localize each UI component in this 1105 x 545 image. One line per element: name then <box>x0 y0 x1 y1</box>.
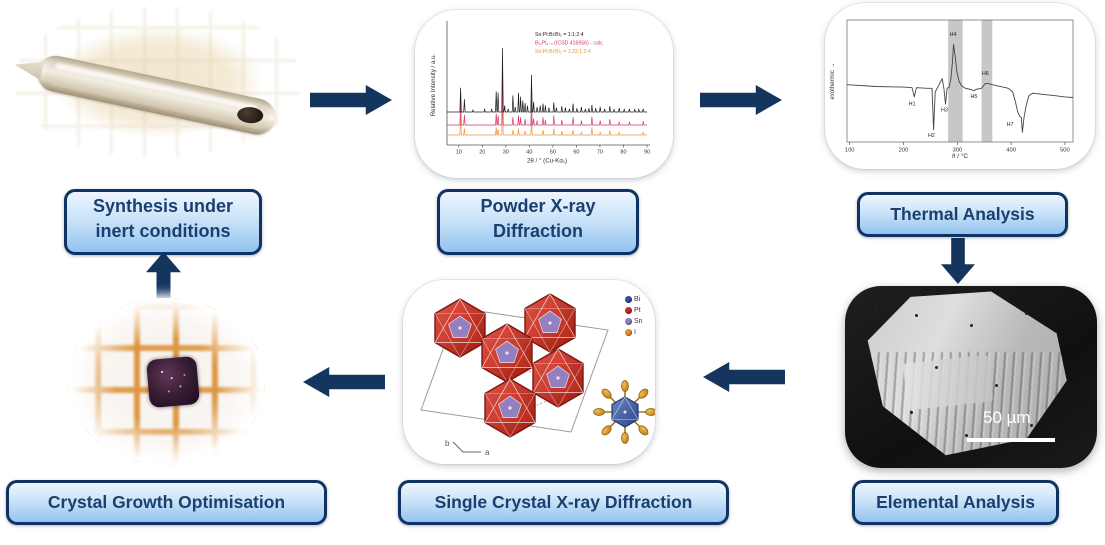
flow-arrow-pxrd-to-thermal <box>700 85 782 115</box>
axis-a-label: a <box>485 448 490 457</box>
structure-legend-row: I <box>625 327 643 338</box>
growth-label-box: Crystal Growth Optimisation <box>6 480 327 525</box>
structure-legend-row: Bi <box>625 294 643 305</box>
pxrd-tick-label: 80 <box>620 150 626 156</box>
dsc-tick-label: 500 <box>1060 148 1070 154</box>
label-line: Thermal Analysis <box>890 204 1035 224</box>
pxrd-xaxis-label: 2θ / ° (Cu-Kα₁) <box>527 158 567 165</box>
flow-arrow-elemental-to-scxrd <box>703 362 785 392</box>
axis-marker: b a <box>445 439 490 457</box>
pxrd-trace-calculated <box>447 64 647 126</box>
atom-label: I <box>634 329 636 336</box>
pxrd-tick-label: 20 <box>479 150 485 156</box>
flow-arrow-scxrd-to-growth <box>303 367 385 397</box>
label-line: Single Crystal X-ray Diffraction <box>434 492 693 512</box>
dsc-xaxis-label: ϑ / °C <box>952 152 969 160</box>
dsc-tick-label: 200 <box>899 148 909 154</box>
pxrd-legend-entry: Bi₂Pt₁₋ₓ (ICSD 416956) - calc. <box>535 41 604 47</box>
dsc-peak-label: H4 <box>950 32 957 38</box>
sem-scale-bar <box>967 438 1055 442</box>
dsc-tick-label: 100 <box>845 148 855 154</box>
pxrd-label-box: Powder X-ray Diffraction <box>437 189 639 255</box>
dsc-peak-label: H3 <box>941 108 948 114</box>
atom-color-dot <box>625 307 632 314</box>
photo-vignette <box>68 298 265 465</box>
synthesis-photo <box>8 0 308 172</box>
dsc-peak-label: H1 <box>909 101 916 107</box>
crystal-photo <box>68 298 265 465</box>
flow-arrow-growth-to-synthesis <box>146 252 181 299</box>
thermal-chart-card: 100 200 300 400 500 H1 H2 H3 H4 H5 H6 H7 ϑ / °C exoth… <box>825 3 1095 169</box>
crystal-structure-card: b a Bi Pt Sn I <box>403 280 657 464</box>
pxrd-yaxis-label: Relative Intensity / a.u. <box>430 53 437 116</box>
structure-legend: Bi Pt Sn I <box>625 294 643 338</box>
dsc-shaded-band <box>981 20 993 142</box>
dsc-peak-label: H5 <box>971 94 978 100</box>
label-line: Crystal Growth Optimisation <box>47 492 286 512</box>
label-line: Diffraction <box>493 221 583 241</box>
thermal-label-box: Thermal Analysis <box>857 192 1068 237</box>
pxrd-chart-card: 10 20 30 40 50 60 70 80 90 Sn:Pt:Bi:Bi₂ = 1:1:2:4… <box>415 10 673 178</box>
sem-specks <box>875 306 878 309</box>
atom-label: Pt <box>634 307 641 314</box>
sem-scale-label: 50 µm <box>983 408 1031 427</box>
label-line: Synthesis under <box>92 196 234 216</box>
pxrd-tick-label: 50 <box>550 150 556 156</box>
dsc-plot: 100 200 300 400 500 H1 H2 H3 H4 H5 H6 H7 ϑ / °C exoth… <box>830 19 1074 160</box>
label-line: Elemental Analysis <box>876 492 1035 512</box>
pxrd-plot: 10 20 30 40 50 60 70 80 90 Sn:Pt:Bi:Bi₂ = 1:1:2:4… <box>430 21 650 165</box>
dsc-peak-label: H2 <box>928 133 935 139</box>
synthesis-label-box: Synthesis under inert conditions <box>64 189 262 255</box>
atom-color-dot <box>625 318 632 325</box>
dsc-yaxis-label: exothermic → <box>830 62 836 99</box>
structure-legend-row: Pt <box>625 305 643 316</box>
coordination-cluster <box>593 380 657 444</box>
dsc-tick-label: 400 <box>1006 148 1016 154</box>
scxrd-label-box: Single Crystal X-ray Diffraction <box>398 480 729 525</box>
atom-label: Bi <box>634 296 641 303</box>
dsc-curve <box>846 43 1074 133</box>
atom-color-dot <box>625 329 632 336</box>
pxrd-tick-label: 90 <box>644 150 650 156</box>
elemental-label-box: Elemental Analysis <box>852 480 1059 525</box>
sem-facet <box>903 354 994 411</box>
dsc-peak-label: H7 <box>1007 122 1014 128</box>
dsc-shaded-band <box>948 20 963 142</box>
pxrd-tick-label: 30 <box>503 150 509 156</box>
crystal-structure-graphic: b a <box>420 293 657 457</box>
flow-arrow-thermal-to-elemental <box>941 238 975 284</box>
flow-arrow-synthesis-to-pxrd <box>310 85 392 115</box>
pxrd-trace-second-composition <box>447 96 647 136</box>
dsc-tick-label: 300 <box>952 148 962 154</box>
pxrd-trace-experimental <box>447 47 647 113</box>
pxrd-tick-label: 60 <box>573 150 579 156</box>
atom-label: Sn <box>634 318 643 325</box>
dsc-peak-label: H6 <box>982 71 989 77</box>
structure-legend-row: Sn <box>625 316 643 327</box>
axis-b-label: b <box>445 439 450 448</box>
atom-color-dot <box>625 296 632 303</box>
label-line: inert conditions <box>95 221 231 241</box>
pxrd-legend-entry: Sn:Pt:Bi:Bi₂ = 1:1:2:4 <box>535 32 584 38</box>
pxrd-tick-label: 70 <box>597 150 603 156</box>
label-line: Powder X-ray <box>480 196 596 216</box>
pxrd-legend-entry: Sn:Pt:Bi:Bi₂ = 1.33:1:2:4 <box>535 49 591 55</box>
pxrd-tick-label: 10 <box>456 150 462 156</box>
pxrd-tick-label: 40 <box>526 150 532 156</box>
sem-image: 50 µm <box>845 286 1097 468</box>
